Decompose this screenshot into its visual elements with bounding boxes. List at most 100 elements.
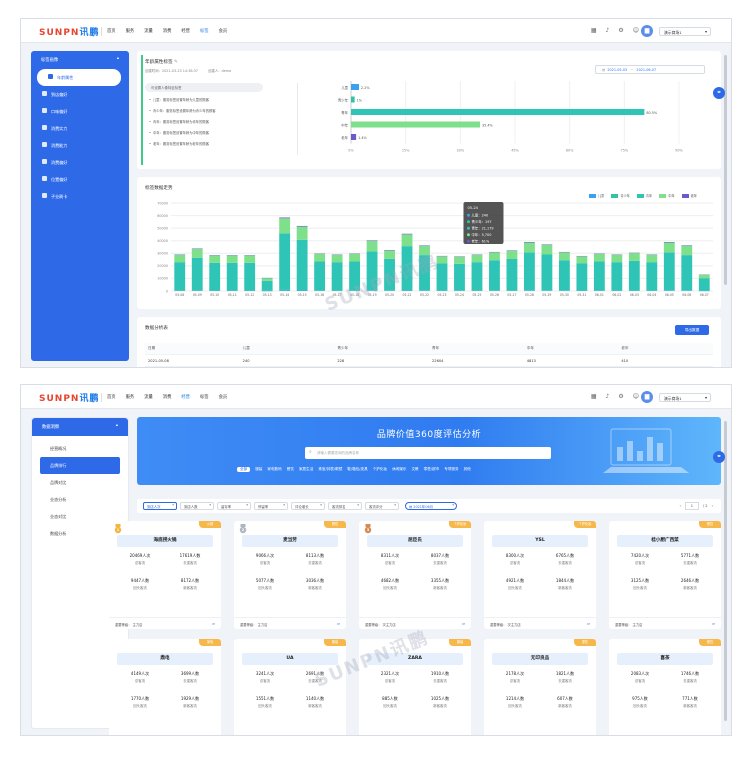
category-tab[interactable]: 零售/超市 xyxy=(423,467,440,471)
category-tab[interactable]: 休闲娱乐 xyxy=(392,467,407,471)
sidebar-item[interactable]: 子业刷卡 xyxy=(31,188,129,205)
category-tab[interactable]: 其他 xyxy=(463,467,471,471)
user-icon[interactable]: ☺ xyxy=(632,393,639,400)
nav-item[interactable]: 标签 xyxy=(199,395,209,400)
float-link-icon[interactable]: ⚭ xyxy=(713,451,725,463)
category-tab[interactable]: 珠宝/钟表/眼镜 xyxy=(318,467,343,471)
avatar[interactable]: ▆ xyxy=(641,25,653,37)
month-picker[interactable]: ▤ 2021年06月 xyxy=(405,502,457,510)
legend-item[interactable]: 中年 xyxy=(659,193,675,198)
sidebar-item[interactable]: 品牌排行 xyxy=(40,457,120,474)
sort-select[interactable]: 停留率 xyxy=(254,502,288,510)
scrollbar[interactable] xyxy=(724,55,727,285)
nav-item[interactable]: 经营 xyxy=(181,29,190,34)
sidebar-item[interactable]: 口味偏好 xyxy=(31,103,129,120)
sidebar-item[interactable]: 业态分析 xyxy=(50,497,67,502)
date-range-picker[interactable]: ▤ 2021-05-03 ~ 2021-06-07 xyxy=(595,65,705,74)
sidebar-item[interactable]: 品牌对比 xyxy=(50,480,67,485)
stacked-bar-segment xyxy=(681,245,693,256)
category-tab[interactable]: 专项服务 xyxy=(444,467,459,471)
user-dropdown[interactable]: 演示商场1 xyxy=(659,27,711,36)
category-badge: 餐饮 xyxy=(699,639,721,646)
nav-item[interactable]: 消费 xyxy=(162,29,172,34)
brand-card[interactable]: 火锅 1 海底捞火锅 20469人次 总客流 17619人数 去重客流 9447人数 回头客流 8… xyxy=(109,521,221,629)
nav-item[interactable]: 首页 xyxy=(107,29,116,34)
gear-icon[interactable]: ⚙ xyxy=(618,393,624,400)
nav-item[interactable]: 经营 xyxy=(181,395,190,400)
category-tab[interactable]: 全部 xyxy=(237,467,251,472)
brand-card[interactable]: 餐饮 2 麦当劳 9066人次 总客流 8113人数 去重客流 5077人数 回头客流 3036人… xyxy=(234,521,346,629)
brand-card[interactable]: 服装 UA 3241人次 总客流 2691人数 去重客流 1551人数 回头客流 1140人数新… xyxy=(234,639,346,735)
float-link-icon[interactable]: ⚭ xyxy=(713,87,725,99)
brand-card[interactable]: 个护化妆 3 屈臣氏 8311人次 总客流 8037人数 去重客流 4682人数 回头客流 335… xyxy=(359,521,471,629)
open-detail-icon[interactable]: ⇒ xyxy=(211,621,215,626)
brand-card[interactable]: 家电 鼎电 4149人次 总客流 3699人数 去重客流 1770人数 回头客流 1929人数新… xyxy=(109,639,221,735)
sidebar-item[interactable]: 业态对比 xyxy=(50,514,67,519)
page-input[interactable]: 1 xyxy=(684,502,699,510)
legend-item[interactable]: 青年 xyxy=(636,193,652,198)
sidebar-item[interactable]: 消费能力 xyxy=(31,137,129,154)
nav-item[interactable]: 会员 xyxy=(218,29,228,34)
sort-select[interactable]: 留存率 xyxy=(217,502,251,510)
category-tab[interactable]: 文教 xyxy=(411,467,419,471)
legend-item[interactable]: 老年 xyxy=(681,193,697,198)
sidebar-item[interactable]: 消费偏好 xyxy=(31,154,129,171)
sidebar-item[interactable]: 位置偏好 xyxy=(31,171,129,188)
grid-icon[interactable]: ▦ xyxy=(590,393,597,400)
gear-icon[interactable]: ⚙ xyxy=(618,27,624,34)
nav-item[interactable]: 首页 xyxy=(107,395,116,400)
scrollbar[interactable] xyxy=(724,421,727,721)
category-tab[interactable]: 鞋/箱包/皮具 xyxy=(347,467,368,471)
sort-select[interactable]: 到店人次 xyxy=(143,502,177,510)
sidebar-item[interactable]: 到店偏好 xyxy=(31,86,129,103)
prev-page-icon[interactable]: ‹ xyxy=(679,504,681,508)
legend-item[interactable]: 青少年 xyxy=(611,193,630,198)
category-badge: 个护化妆 xyxy=(574,521,596,528)
sidebar-item[interactable]: 经营概况 xyxy=(50,446,67,451)
sidebar-title[interactable]: 数据洞察 xyxy=(32,418,128,436)
brand-card[interactable]: 餐饮 桂小厨广西菜 7420人次 总客流 5771人数 去重客流 3125人数 回头客流 264… xyxy=(609,521,721,629)
stat-label: 回头客流 xyxy=(133,586,147,590)
brand-card[interactable]: 餐饮 喜茶 2083人次 总客流 1746人数 去重客流 975人数 回头客流 771人数 新客客… xyxy=(609,639,721,735)
export-button[interactable]: 导出数据 xyxy=(675,325,709,335)
brand-search-input[interactable]: 请输入需要查询的品牌名称 xyxy=(305,447,551,459)
open-detail-icon[interactable]: ⇒ xyxy=(336,621,340,626)
sort-select[interactable]: 客流评分 xyxy=(365,502,399,510)
category-tab[interactable]: 家电数码 xyxy=(267,467,282,471)
category-tab[interactable]: 服装 xyxy=(255,467,263,471)
brand-card[interactable]: 零售 无印良品 2178人次 总客流 1821人数 去重客流 1214人数 回头客流 607人数… xyxy=(484,639,596,735)
open-detail-icon[interactable]: ⇒ xyxy=(461,621,465,626)
user-dropdown[interactable]: 演示商场1 xyxy=(659,393,711,402)
nav-item[interactable]: 消费 xyxy=(162,395,172,400)
edit-icon[interactable]: ✎ xyxy=(174,60,178,65)
nav-item[interactable]: 服务 xyxy=(125,395,135,400)
category-tab[interactable]: 个护化妆 xyxy=(372,467,388,471)
stat-value: 975人数 xyxy=(632,696,648,701)
nav-item[interactable]: 流量 xyxy=(144,29,153,34)
bell-icon[interactable]: ♪ xyxy=(605,27,610,34)
category-tab[interactable]: 家居生活 xyxy=(298,467,314,471)
nav-item[interactable]: 服务 xyxy=(125,29,135,34)
brand-stat: 17619人数 去重客流 xyxy=(165,553,215,565)
avatar[interactable]: ▆ xyxy=(641,391,653,403)
brand-card[interactable]: 个护化妆 YSL 8300人次 总客流 6765人数 去重客流 4921人数 回头客流 1844… xyxy=(484,521,596,629)
sort-select[interactable]: 到店人数 xyxy=(180,502,214,510)
sidebar-item[interactable]: 消费实力 xyxy=(31,120,129,137)
category-tab[interactable]: 餐饮 xyxy=(286,467,294,471)
sidebar-item[interactable]: 数据分析 xyxy=(50,531,67,536)
sidebar-item[interactable]: 年龄属性 xyxy=(37,69,121,86)
grid-icon[interactable]: ▦ xyxy=(590,27,597,34)
nav-item[interactable]: 会员 xyxy=(218,395,228,400)
open-detail-icon[interactable]: ⇒ xyxy=(711,621,715,626)
sort-select[interactable]: 评论增长 xyxy=(291,502,325,510)
user-icon[interactable]: ☺ xyxy=(632,27,639,34)
nav-item[interactable]: 流量 xyxy=(144,395,153,400)
sort-select[interactable]: 客流排名 xyxy=(328,502,362,510)
legend-item[interactable]: 儿童 xyxy=(588,193,604,198)
open-detail-icon[interactable]: ⇒ xyxy=(586,621,590,626)
sidebar-title[interactable]: 标签画像 xyxy=(31,51,129,69)
nav-item[interactable]: 标签 xyxy=(199,29,209,34)
brand-card[interactable]: 服装 ZARA 2321人次 总客流 1910人数 去重客流 885人数 回头客流 1025人数… xyxy=(359,639,471,735)
next-page-icon[interactable]: › xyxy=(711,504,713,508)
bell-icon[interactable]: ♪ xyxy=(605,393,610,400)
